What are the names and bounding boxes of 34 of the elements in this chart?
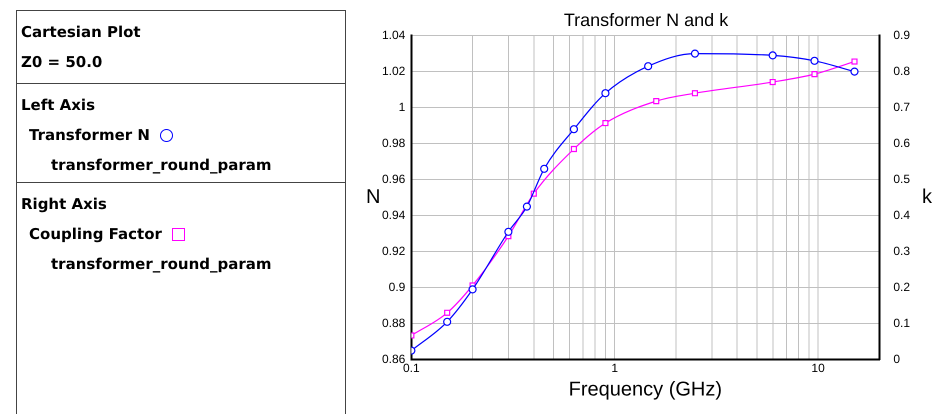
chart-title: Transformer N and k [564,10,730,30]
y2-tick-label: 0.3 [893,244,910,258]
y-tick-label: 1 [398,100,406,114]
y2-tick-label: 0.2 [893,280,910,294]
y-tick-label: 0.88 [382,316,406,330]
y2-tick-label: 0.4 [893,208,910,222]
x-tick-label: 0.1 [403,361,420,376]
y2-tick-label: 0.6 [893,136,910,150]
legend-label: Transformer N [29,125,150,146]
y-tick-label: 0.96 [382,172,406,186]
text: Left Axis [21,95,96,116]
y2-tick-label: 0.1 [893,316,910,330]
text: transformer_round_param [50,155,273,176]
text: Z0 = 50.0 [21,52,104,73]
y-tick-label: 1.02 [382,64,406,78]
text: transformer_round_param [50,254,273,275]
y-tick-label: 0.98 [382,136,406,150]
legend-label: Coupling Factor [29,224,162,245]
text: Right Axis [21,194,108,215]
y2-tick-label: 0.9 [893,28,910,42]
x-tick-label: 1 [611,361,618,376]
y-tick-label: 0.92 [382,244,406,258]
y-axis-title: N [366,186,380,208]
y2-axis-title: k [922,186,933,208]
x-axis-title: Frequency (GHz) [568,378,722,401]
y2-tick-label: 0.5 [893,172,910,186]
y2-tick-label: 0.8 [893,64,910,78]
text: Cartesian Plot [21,22,142,43]
x-tick-label: 10 [811,361,826,376]
y-tick-label: 1.04 [382,28,406,42]
y-tick-label: 0.9 [388,280,406,294]
y2-tick-label: 0 [893,352,900,366]
y2-tick-label: 0.7 [893,100,910,114]
y-tick-label: 0.94 [382,208,406,222]
